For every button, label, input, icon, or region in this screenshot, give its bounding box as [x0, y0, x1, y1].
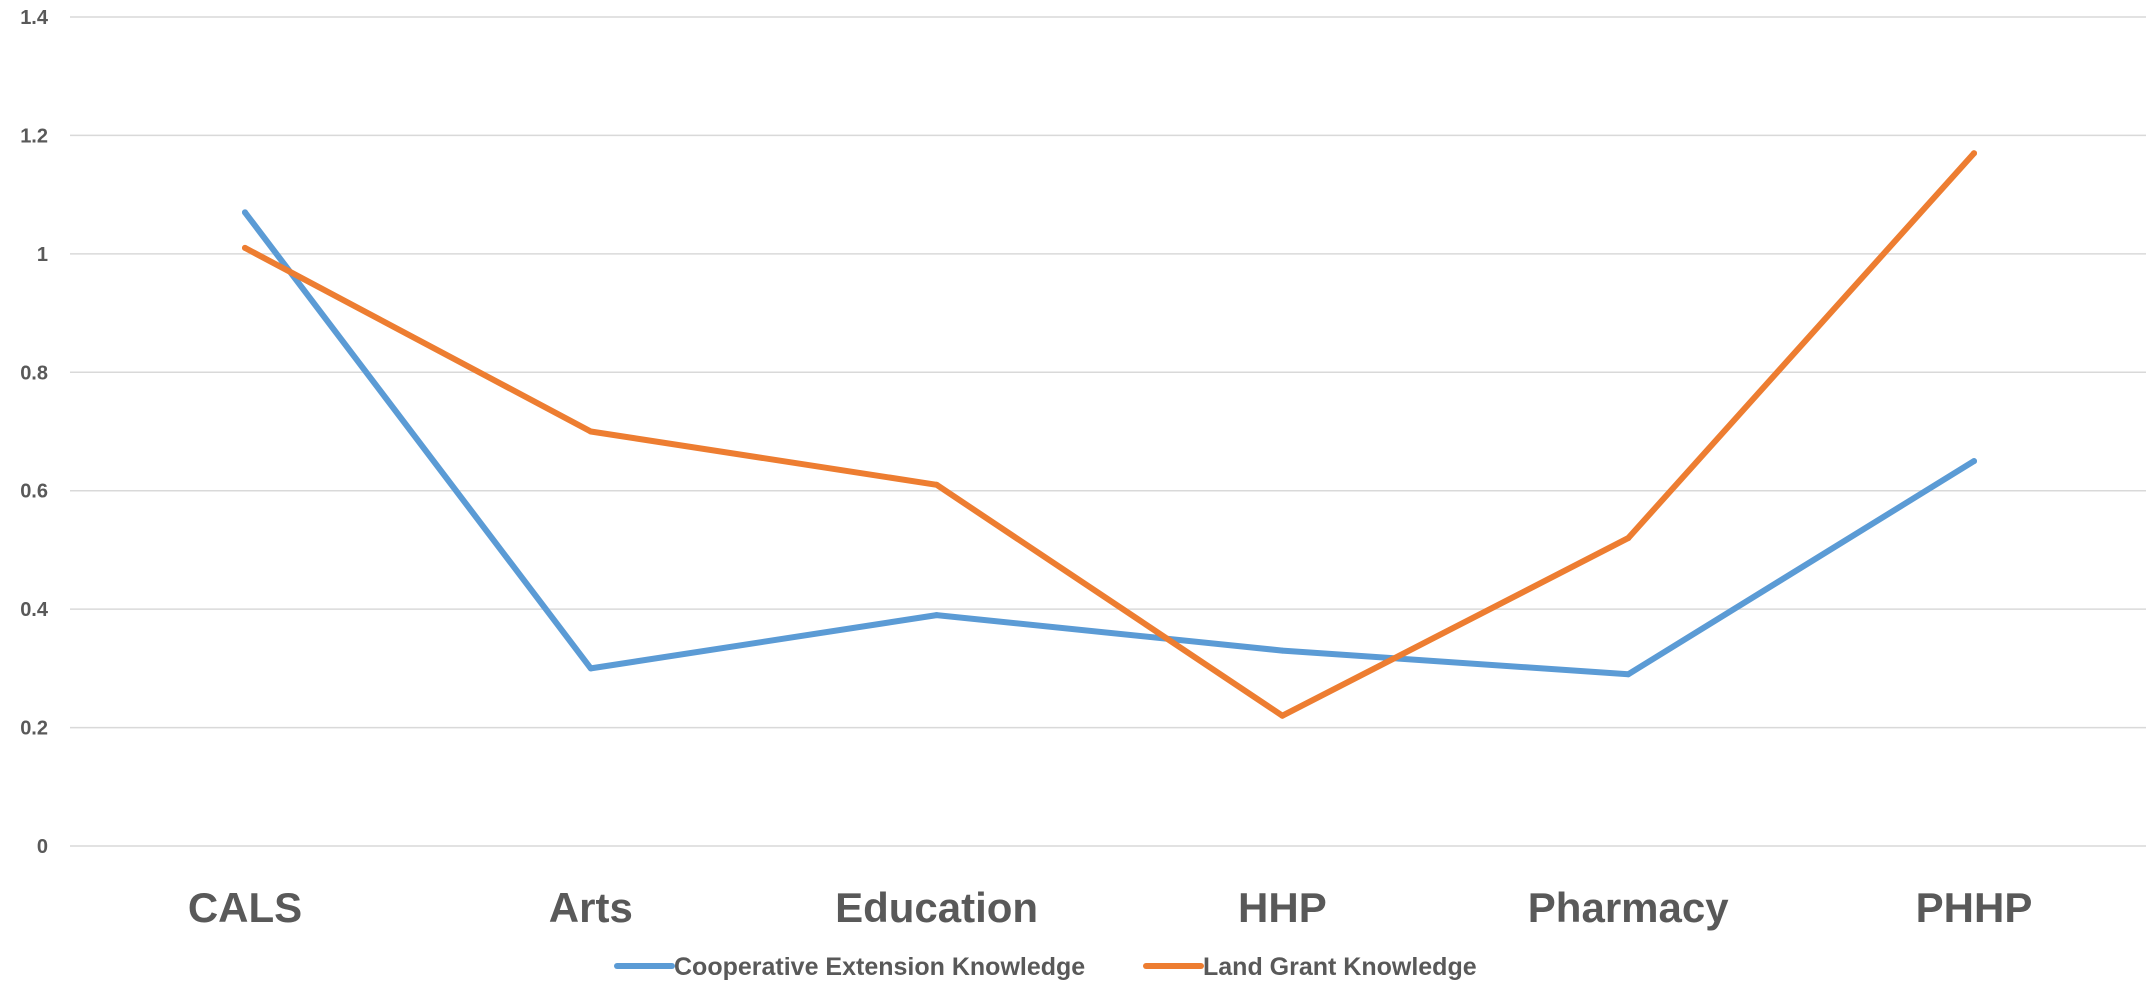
y-tick-label: 0.4: [20, 599, 49, 621]
data-point: [933, 612, 940, 619]
data-point: [1971, 150, 1977, 157]
y-tick-label: 0.8: [20, 362, 48, 384]
data-point: [242, 244, 248, 251]
legend-label: Cooperative Extension Knowledge: [674, 953, 1085, 981]
data-point: [242, 209, 248, 216]
x-tick-label: Pharmacy: [1528, 884, 1729, 931]
x-tick-label: PHHP: [1916, 884, 2033, 931]
y-tick-label: 1: [37, 244, 48, 266]
data-point: [1279, 647, 1286, 654]
y-tick-label: 1.4: [20, 7, 49, 29]
data-point: [1279, 712, 1286, 719]
x-tick-label: CALS: [188, 884, 302, 931]
legend-label: Land Grant Knowledge: [1203, 953, 1477, 981]
y-tick-label: 0: [37, 836, 48, 858]
data-point: [1625, 535, 1632, 542]
x-tick-label: Arts: [549, 884, 633, 931]
y-tick-label: 0.6: [20, 481, 48, 503]
x-axis-tick-labels: CALS Arts Education HHP Pharmacy PHHP: [188, 884, 2033, 931]
series-line-1: [242, 209, 1977, 678]
gridlines: [70, 16, 2146, 847]
x-tick-label: HHP: [1238, 884, 1327, 931]
data-point: [1971, 458, 1977, 465]
data-point: [1625, 671, 1632, 678]
data-point: [587, 428, 594, 435]
series-line-2: [242, 150, 1977, 719]
legend: Cooperative Extension Knowledge Land Gran…: [614, 953, 1477, 981]
data-point: [933, 481, 940, 488]
x-tick-label: Education: [835, 884, 1038, 931]
data-point: [587, 665, 594, 672]
y-tick-label: 1.2: [20, 125, 48, 147]
y-axis-tick-labels: 0 0.2 0.4 0.6 0.8 1 1.2 1.4: [20, 7, 49, 858]
series-lines: [242, 150, 1977, 719]
y-tick-label: 0.2: [20, 718, 48, 740]
